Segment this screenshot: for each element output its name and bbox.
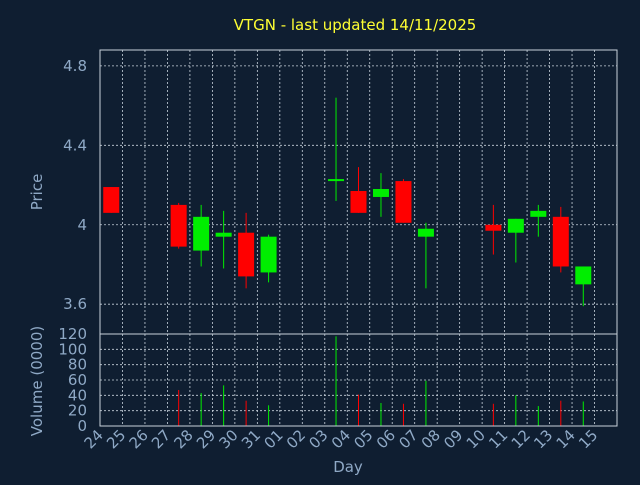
- candle-body: [260, 236, 277, 273]
- candle-body: [395, 181, 412, 223]
- volume-tick-label: 0: [77, 417, 87, 435]
- candle-body: [530, 210, 547, 217]
- marks-layer: [103, 97, 592, 426]
- chart-title: VTGN - last updated 14/11/2025: [234, 16, 477, 34]
- candle-body: [193, 216, 210, 251]
- price-axis-label: Price: [28, 174, 46, 211]
- price-tick-label: 4.8: [63, 57, 87, 75]
- candlestick-group: [103, 97, 592, 307]
- volume-tick-label: 60: [68, 371, 87, 389]
- candle-body: [372, 189, 389, 197]
- candle-body: [328, 179, 345, 182]
- candle-body: [417, 228, 434, 237]
- candle-body: [238, 232, 255, 277]
- grid-layer: [100, 50, 617, 426]
- candle-body: [103, 187, 120, 213]
- volume-panel-frame: [99, 333, 618, 427]
- candle-body: [485, 224, 502, 231]
- price-tick-label: 3.6: [63, 295, 87, 313]
- volume-tick-label: 80: [68, 356, 87, 374]
- candle-body: [170, 204, 187, 247]
- x-axis-label: Day: [333, 458, 363, 476]
- candle-body: [552, 216, 569, 267]
- x-tick-label: 15: [575, 426, 601, 452]
- volume-tick-label: 40: [68, 386, 87, 404]
- price-tick-label: 4: [77, 216, 87, 234]
- candle-body: [350, 191, 367, 213]
- candle-body: [215, 232, 232, 237]
- candle-body: [507, 218, 524, 233]
- volume-tick-label: 120: [58, 325, 87, 343]
- candle-body: [575, 266, 592, 285]
- volume-tick-label: 20: [68, 402, 87, 420]
- price-tick-label: 4.4: [63, 136, 87, 154]
- volume-tick-label: 100: [58, 340, 87, 358]
- volume-axis-label: Volume (0000): [28, 326, 46, 436]
- tick-layer: 3.644.44.8020406080100120242526272829303…: [58, 57, 601, 452]
